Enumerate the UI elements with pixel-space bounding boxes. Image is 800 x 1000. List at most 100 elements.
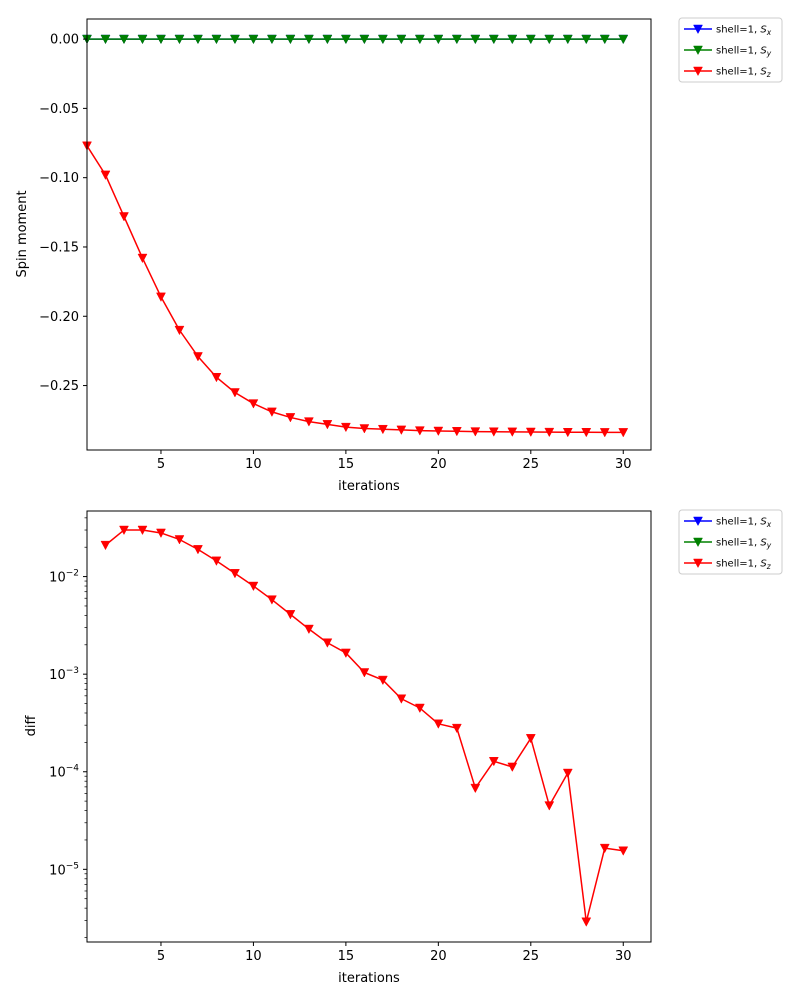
data-point-marker bbox=[525, 734, 536, 744]
data-point-marker bbox=[451, 34, 462, 45]
diff-ticks: 5 10 15 20 25 30 10−2 10−3 10−4 10−5 bbox=[49, 517, 632, 964]
data-point-marker bbox=[507, 34, 518, 45]
data-point-marker bbox=[193, 352, 203, 362]
data-point-marker bbox=[488, 427, 499, 437]
data-point-marker bbox=[488, 34, 499, 45]
x-tick-label: 20 bbox=[430, 457, 447, 472]
y-tick-label: 0.00 bbox=[50, 33, 79, 48]
y-tick-label: 10−3 bbox=[49, 666, 79, 683]
data-point-marker bbox=[488, 757, 499, 767]
data-point-marker bbox=[322, 638, 333, 648]
diff-legend: shell=1, Sx shell=1, Sy shell=1, Sz bbox=[678, 509, 783, 575]
data-point-marker bbox=[193, 545, 203, 555]
legend-label: shell=1, Sz bbox=[716, 559, 772, 572]
data-point-marker bbox=[340, 34, 351, 45]
spin-moment-chart: 5 10 15 20 25 30 0.00 −0.05 −0.10 −0.15 −0.20 −0.25… bbox=[15, 17, 783, 494]
x-tick-label: 30 bbox=[615, 457, 632, 472]
legend-marker bbox=[693, 24, 703, 35]
y-tick-label: 10−5 bbox=[49, 861, 79, 878]
legend-marker bbox=[693, 537, 703, 548]
data-point-marker bbox=[119, 34, 129, 45]
diff-y-axis-label: diff bbox=[24, 715, 39, 737]
y-tick-label: −0.05 bbox=[39, 102, 79, 117]
data-point-marker bbox=[211, 556, 222, 566]
legend-label: shell=1, Sy bbox=[716, 538, 772, 551]
data-point-marker bbox=[396, 34, 407, 45]
data-point-marker bbox=[581, 34, 592, 45]
x-tick-label: 25 bbox=[523, 457, 540, 472]
data-point-marker bbox=[433, 426, 444, 437]
data-point-marker bbox=[137, 525, 148, 536]
data-point-marker bbox=[525, 427, 536, 438]
data-point-marker bbox=[618, 428, 629, 438]
x-tick-label: 15 bbox=[338, 949, 355, 964]
x-tick-label: 5 bbox=[157, 949, 165, 964]
data-point-marker bbox=[285, 413, 296, 423]
data-point-marker bbox=[156, 34, 166, 45]
x-tick-label: 25 bbox=[523, 949, 540, 964]
data-point-marker bbox=[137, 34, 148, 45]
data-point-marker bbox=[414, 426, 425, 436]
data-point-marker bbox=[267, 407, 277, 417]
data-point-marker bbox=[451, 723, 462, 734]
data-point-marker bbox=[377, 424, 388, 435]
data-point-marker bbox=[119, 212, 129, 222]
data-point-marker bbox=[267, 34, 277, 45]
data-point-marker bbox=[414, 703, 425, 714]
x-tick-label: 30 bbox=[615, 949, 632, 964]
data-point-marker bbox=[303, 624, 314, 635]
data-point-marker bbox=[618, 846, 629, 856]
y-tick-label: −0.25 bbox=[39, 379, 79, 394]
data-point-marker bbox=[470, 783, 481, 794]
diff-x-axis-label: iterations bbox=[338, 971, 400, 986]
legend-marker bbox=[693, 45, 703, 56]
data-point-marker bbox=[599, 843, 610, 854]
data-point-marker bbox=[507, 762, 518, 772]
data-point-marker bbox=[303, 417, 314, 427]
y-tick-label: −0.20 bbox=[39, 310, 79, 325]
legend-marker bbox=[693, 66, 703, 77]
spin-moment-y-axis-label: Spin moment bbox=[15, 190, 30, 277]
data-point-marker bbox=[544, 801, 555, 811]
data-point-marker bbox=[174, 535, 185, 545]
data-point-marker bbox=[470, 427, 481, 437]
data-point-marker bbox=[100, 34, 111, 45]
y-tick-label: −0.15 bbox=[39, 240, 79, 255]
x-tick-label: 10 bbox=[245, 457, 262, 472]
data-point-marker bbox=[285, 610, 296, 620]
legend-label: shell=1, Sx bbox=[716, 25, 772, 38]
data-point-marker bbox=[414, 34, 425, 45]
data-point-marker bbox=[599, 428, 610, 438]
legend-label: shell=1, Sy bbox=[716, 46, 772, 59]
data-point-marker bbox=[156, 292, 166, 302]
data-point-marker bbox=[507, 427, 518, 437]
diff-plot-area bbox=[100, 525, 629, 927]
series-line-2 bbox=[86, 145, 624, 434]
data-point-marker bbox=[230, 569, 240, 579]
data-point-marker bbox=[396, 694, 407, 704]
y-tick-label: −0.10 bbox=[39, 171, 79, 186]
data-point-marker bbox=[285, 34, 296, 45]
data-point-marker bbox=[581, 428, 592, 438]
data-point-marker bbox=[525, 34, 536, 45]
data-point-marker bbox=[359, 34, 370, 45]
data-point-marker bbox=[433, 719, 444, 729]
x-tick-label: 10 bbox=[245, 949, 262, 964]
data-point-marker bbox=[544, 34, 555, 45]
data-point-marker bbox=[359, 668, 370, 678]
data-point-marker bbox=[230, 34, 240, 45]
x-tick-label: 5 bbox=[157, 457, 165, 472]
data-point-marker bbox=[303, 34, 314, 45]
legend-label: shell=1, Sx bbox=[716, 517, 772, 530]
data-point-marker bbox=[396, 425, 407, 435]
data-point-marker bbox=[322, 420, 333, 430]
x-tick-label: 15 bbox=[338, 457, 355, 472]
data-point-marker bbox=[544, 427, 555, 438]
legend-label: shell=1, Sz bbox=[716, 67, 772, 80]
data-point-marker bbox=[100, 170, 111, 180]
data-point-marker bbox=[248, 399, 259, 409]
data-point-marker bbox=[340, 648, 351, 658]
data-point-marker bbox=[193, 34, 203, 45]
data-point-marker bbox=[581, 917, 592, 927]
data-point-marker bbox=[340, 422, 351, 433]
